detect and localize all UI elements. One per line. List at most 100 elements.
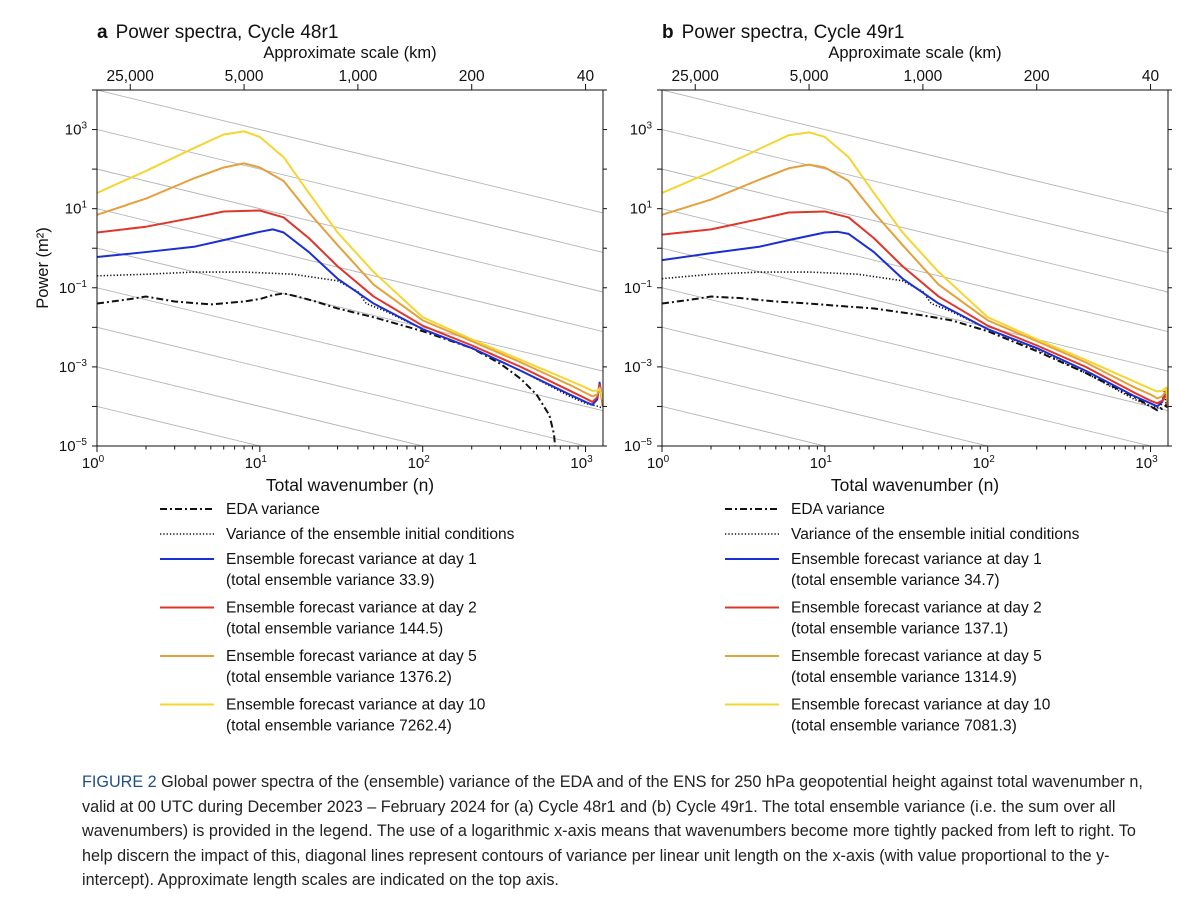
y-tick-label: 103 <box>630 121 653 139</box>
x-tick-label: 103 <box>1135 454 1158 472</box>
series-line-eda <box>97 292 557 446</box>
series-line-eda <box>662 295 1168 412</box>
panel-title: b Power spectra, Cycle 49r1 <box>662 22 904 43</box>
legend: EDA variance Variance of the ensemble ini… <box>160 501 515 735</box>
y-tick-label: 10−5 <box>624 437 653 455</box>
diagonal-line <box>662 208 1168 333</box>
series-line-day2 <box>97 209 603 407</box>
diagonal-line <box>97 247 603 372</box>
series-line-day10 <box>97 130 603 400</box>
y-tick-label: 10−1 <box>59 279 88 297</box>
y-tick-label: 101 <box>630 200 653 218</box>
x-tick-label: 102 <box>408 454 431 472</box>
legend-total-day2: (total ensemble variance 137.1) <box>791 621 1008 638</box>
diagonal-line <box>97 326 588 446</box>
figure: 100 101 102 103 10−5 10−3 10−1 101 103 25,000 5,00… <box>34 22 1172 735</box>
y-tick-label: 10−1 <box>624 279 653 297</box>
y-tick-label: 10−5 <box>59 437 88 455</box>
legend-total-day5: (total ensemble variance 1376.2) <box>226 669 452 686</box>
diagonal-line <box>662 366 990 446</box>
diagonal-line <box>662 90 1168 214</box>
y-tick-label: 101 <box>65 200 88 218</box>
top-tick-label: 40 <box>577 68 595 85</box>
x-tick-label: 103 <box>570 454 593 472</box>
top-tick-label: 40 <box>1142 68 1160 85</box>
plot-frame <box>96 89 604 447</box>
top-tick-label: 1,000 <box>338 68 377 85</box>
chart-panel-b: 100 101 102 103 10−5 10−3 10−1 101 103 25,000 5,00… <box>624 22 1172 735</box>
diagonal-line <box>97 90 603 214</box>
top-tick-label: 200 <box>1024 68 1050 85</box>
y-tick-label: 103 <box>65 121 88 139</box>
diagonal-contours <box>97 90 603 609</box>
series-line-day2 <box>662 210 1168 407</box>
legend-label-day1: Ensemble forecast variance at day 1 <box>791 551 1042 568</box>
series-group <box>97 130 603 446</box>
x-axis-label: Total wavenumber (n) <box>266 475 434 495</box>
diagonal-line <box>97 366 425 446</box>
diagonal-line <box>662 129 1168 253</box>
diagonal-line <box>97 287 603 412</box>
legend-total-day2: (total ensemble variance 144.5) <box>226 621 443 638</box>
legend-total-day5: (total ensemble variance 1314.9) <box>791 669 1017 686</box>
legend-label-day1: Ensemble forecast variance at day 1 <box>226 551 477 568</box>
legend-label-day5: Ensemble forecast variance at day 5 <box>791 648 1042 665</box>
legend-label-ic: Variance of the ensemble initial conditi… <box>226 526 515 543</box>
legend-total-day1: (total ensemble variance 33.9) <box>226 572 435 589</box>
diagonal-line <box>97 129 603 253</box>
diagonal-line <box>662 486 1168 609</box>
diagonal-line <box>97 406 262 446</box>
top-tick-label: 200 <box>459 68 485 85</box>
legend-label-day5: Ensemble forecast variance at day 5 <box>226 648 477 665</box>
figure-caption: FIGURE 2 Global power spectra of the (en… <box>82 770 1162 893</box>
series-group <box>662 131 1168 412</box>
series-line-day1 <box>662 230 1168 408</box>
diagonal-line <box>662 406 827 446</box>
legend-total-day10: (total ensemble variance 7262.4) <box>226 718 452 735</box>
top-tick-label: 5,000 <box>790 68 829 85</box>
x-tick-label: 100 <box>647 454 670 472</box>
x-tick-label: 101 <box>245 454 268 472</box>
legend-label-day2: Ensemble forecast variance at day 2 <box>226 600 477 617</box>
legend-label-day10: Ensemble forecast variance at day 10 <box>226 697 486 714</box>
series-line-day5 <box>662 163 1168 407</box>
x-tick-label: 102 <box>973 454 996 472</box>
diagonal-line <box>662 168 1168 293</box>
top-axis-label: Approximate scale (km) <box>828 44 1001 62</box>
legend-label-day10: Ensemble forecast variance at day 10 <box>791 697 1051 714</box>
series-line-ic <box>97 271 603 409</box>
top-axis-label: Approximate scale (km) <box>263 44 436 62</box>
plot-frame <box>661 89 1169 447</box>
x-tick-label: 100 <box>82 454 105 472</box>
legend-label-eda: EDA variance <box>791 501 885 518</box>
caption-label: FIGURE 2 <box>82 773 157 791</box>
series-line-day1 <box>97 228 603 407</box>
top-tick-label: 25,000 <box>672 68 720 85</box>
diagonal-contours <box>662 90 1168 609</box>
legend-label-day2: Ensemble forecast variance at day 2 <box>791 600 1042 617</box>
x-tick-label: 101 <box>810 454 833 472</box>
series-line-ic <box>662 271 1168 410</box>
chart-panel-a: 100 101 102 103 10−5 10−3 10−1 101 103 25,000 5,00… <box>34 22 607 735</box>
diagonal-line <box>97 208 603 333</box>
diagonal-line <box>662 247 1168 372</box>
legend-total-day1: (total ensemble variance 34.7) <box>791 572 1000 589</box>
top-tick-label: 5,000 <box>225 68 264 85</box>
diagonal-line <box>662 287 1168 412</box>
series-line-day5 <box>97 162 603 404</box>
legend-label-ic: Variance of the ensemble initial conditi… <box>791 526 1080 543</box>
y-tick-label: 10−3 <box>624 358 653 376</box>
diagonal-line <box>97 168 603 293</box>
y-axis-label: Power (m²) <box>34 227 52 309</box>
top-tick-label: 25,000 <box>107 68 155 85</box>
y-tick-label: 10−3 <box>59 358 88 376</box>
legend-label-eda: EDA variance <box>226 501 320 518</box>
x-axis-label: Total wavenumber (n) <box>831 475 999 495</box>
legend-total-day10: (total ensemble variance 7081.3) <box>791 718 1017 735</box>
diagonal-line <box>97 486 603 609</box>
caption-text: Global power spectra of the (ensemble) v… <box>82 773 1143 890</box>
series-line-day10 <box>662 131 1168 401</box>
legend: EDA variance Variance of the ensemble ini… <box>725 501 1080 735</box>
diagonal-line <box>662 326 1153 446</box>
panel-title: a Power spectra, Cycle 48r1 <box>97 22 338 43</box>
